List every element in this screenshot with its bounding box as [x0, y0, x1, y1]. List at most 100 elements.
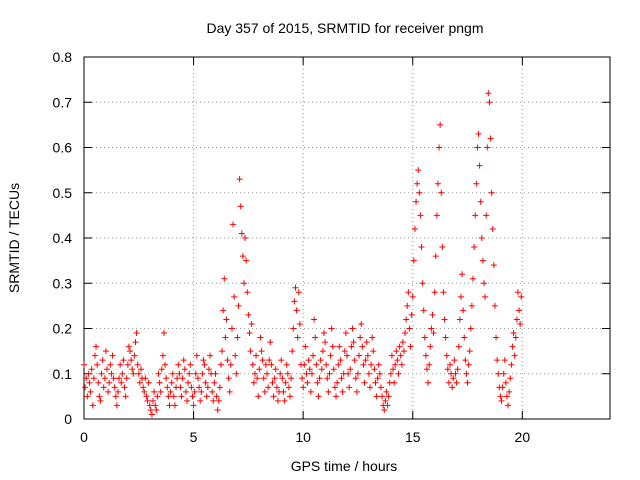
- data-point: [160, 330, 167, 337]
- data-point: [194, 375, 201, 382]
- data-point: [249, 361, 256, 368]
- data-point: [119, 370, 126, 377]
- y-tick-label: 0: [64, 411, 72, 427]
- chart-title: Day 357 of 2015, SRMTID for receiver png…: [206, 20, 483, 36]
- data-point: [227, 361, 234, 368]
- data-point: [317, 357, 324, 364]
- data-point: [163, 375, 170, 382]
- x-tick-label: 15: [405, 429, 421, 445]
- data-point: [219, 348, 226, 355]
- data-point: [268, 361, 275, 368]
- data-point: [466, 348, 473, 355]
- data-point: [442, 334, 449, 341]
- data-point: [353, 388, 360, 395]
- data-point: [142, 375, 149, 382]
- data-point: [244, 289, 251, 296]
- data-point: [436, 144, 443, 151]
- data-point: [155, 370, 162, 377]
- data-point: [213, 393, 220, 400]
- y-tick-label: 0.2: [53, 321, 73, 337]
- data-point: [393, 348, 400, 355]
- data-point: [475, 130, 482, 137]
- data-point: [404, 302, 411, 309]
- y-tick-label: 0.5: [53, 185, 73, 201]
- data-point: [426, 361, 433, 368]
- data-point: [307, 388, 314, 395]
- data-point: [453, 379, 460, 386]
- data-point: [86, 379, 93, 386]
- data-point: [105, 388, 112, 395]
- data-point: [411, 225, 418, 232]
- data-point: [406, 325, 413, 332]
- data-point: [118, 379, 125, 386]
- data-point: [427, 343, 434, 350]
- data-point: [518, 293, 525, 300]
- data-point: [91, 352, 98, 359]
- data-point: [199, 370, 206, 377]
- data-point: [283, 361, 290, 368]
- data-point: [440, 289, 447, 296]
- data-point: [168, 379, 175, 386]
- data-point: [357, 334, 364, 341]
- data-point: [467, 325, 474, 332]
- data-point: [131, 352, 138, 359]
- data-point: [513, 316, 520, 323]
- data-point: [113, 402, 120, 409]
- data-point: [456, 316, 463, 323]
- data-point: [371, 366, 378, 373]
- data-point: [242, 235, 249, 241]
- data-point: [432, 253, 439, 260]
- data-point: [185, 379, 192, 386]
- data-point: [394, 357, 401, 364]
- data-point: [391, 379, 398, 386]
- data-point: [273, 384, 280, 391]
- y-axis-label: SRMTID / TECUs: [6, 183, 22, 293]
- data-point: [415, 167, 422, 174]
- data-point: [88, 366, 95, 373]
- data-point: [135, 370, 142, 377]
- data-point: [425, 379, 432, 386]
- data-point: [101, 375, 108, 382]
- data-point: [97, 397, 104, 404]
- data-point: [359, 343, 366, 350]
- data-point: [430, 330, 437, 337]
- data-point: [89, 402, 96, 409]
- data-point: [245, 311, 252, 318]
- data-point: [399, 339, 406, 346]
- data-point: [310, 352, 317, 359]
- data-point: [507, 375, 514, 382]
- data-point: [281, 397, 288, 404]
- data-point: [210, 397, 217, 404]
- data-point: [491, 302, 498, 309]
- y-tick-label: 0.8: [53, 49, 73, 65]
- data-point: [214, 406, 221, 413]
- data-point: [156, 379, 163, 386]
- data-point: [468, 302, 475, 309]
- data-point: [320, 330, 327, 337]
- data-point: [348, 343, 355, 350]
- data-point: [392, 361, 399, 368]
- data-point: [398, 361, 405, 368]
- data-point: [438, 189, 445, 196]
- data-point: [437, 121, 444, 128]
- data-point: [274, 397, 281, 404]
- data-point: [385, 393, 392, 400]
- data-point: [477, 198, 484, 205]
- data-point: [488, 189, 495, 196]
- data-point: [278, 357, 285, 364]
- data-point: [324, 375, 331, 382]
- data-point: [503, 393, 510, 400]
- data-point: [85, 370, 92, 377]
- data-point: [182, 388, 189, 395]
- data-point: [162, 361, 169, 368]
- y-tick-label: 0.4: [53, 230, 73, 246]
- data-point: [130, 370, 137, 377]
- data-point: [439, 244, 446, 251]
- data-point: [112, 393, 119, 400]
- data-point: [123, 375, 130, 382]
- data-point: [259, 357, 266, 364]
- data-point: [264, 370, 271, 377]
- data-point: [333, 393, 340, 400]
- data-point: [365, 370, 372, 377]
- data-point: [277, 370, 284, 377]
